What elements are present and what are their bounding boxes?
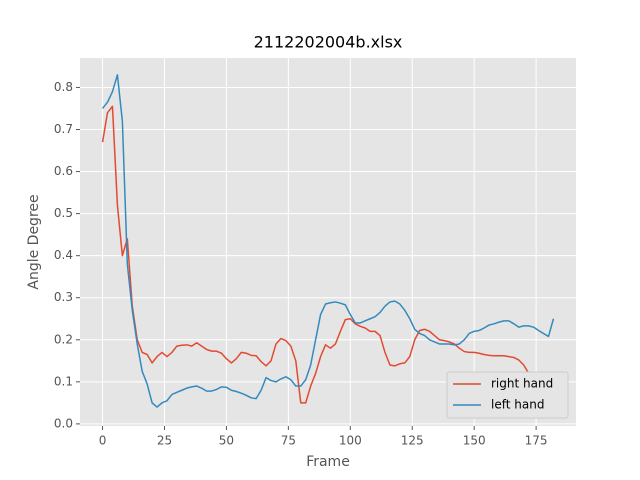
x-tick-label: 25: [157, 434, 172, 448]
plot-area: [80, 58, 576, 426]
y-tick-label: 0.7: [54, 122, 73, 136]
x-tick-label: 125: [401, 434, 424, 448]
legend-label: right hand: [491, 377, 553, 391]
x-tick-label: 0: [99, 434, 107, 448]
x-tick-label: 50: [219, 434, 234, 448]
y-tick-label: 0.8: [54, 80, 73, 94]
y-tick-label: 0.2: [54, 332, 73, 346]
y-tick-label: 0.6: [54, 164, 73, 178]
x-axis-label: Frame: [306, 454, 350, 470]
chart-title: 2112202004b.xlsx: [254, 33, 403, 52]
y-tick-label: 0.1: [54, 374, 73, 388]
x-tick-label: 100: [339, 434, 362, 448]
y-tick-label: 0.5: [54, 206, 73, 220]
legend-label: left hand: [491, 398, 544, 412]
x-tick-label: 175: [525, 434, 548, 448]
line-series: [101, 105, 539, 404]
y-tick-label: 0.4: [54, 248, 73, 262]
x-tick-label: 150: [463, 434, 486, 448]
x-tick-label: 75: [281, 434, 296, 448]
y-tick-label: 0.3: [54, 290, 73, 304]
y-axis-label: Angle Degree: [26, 194, 42, 289]
y-tick-label: 0.0: [54, 416, 73, 430]
line-series: [101, 74, 555, 408]
